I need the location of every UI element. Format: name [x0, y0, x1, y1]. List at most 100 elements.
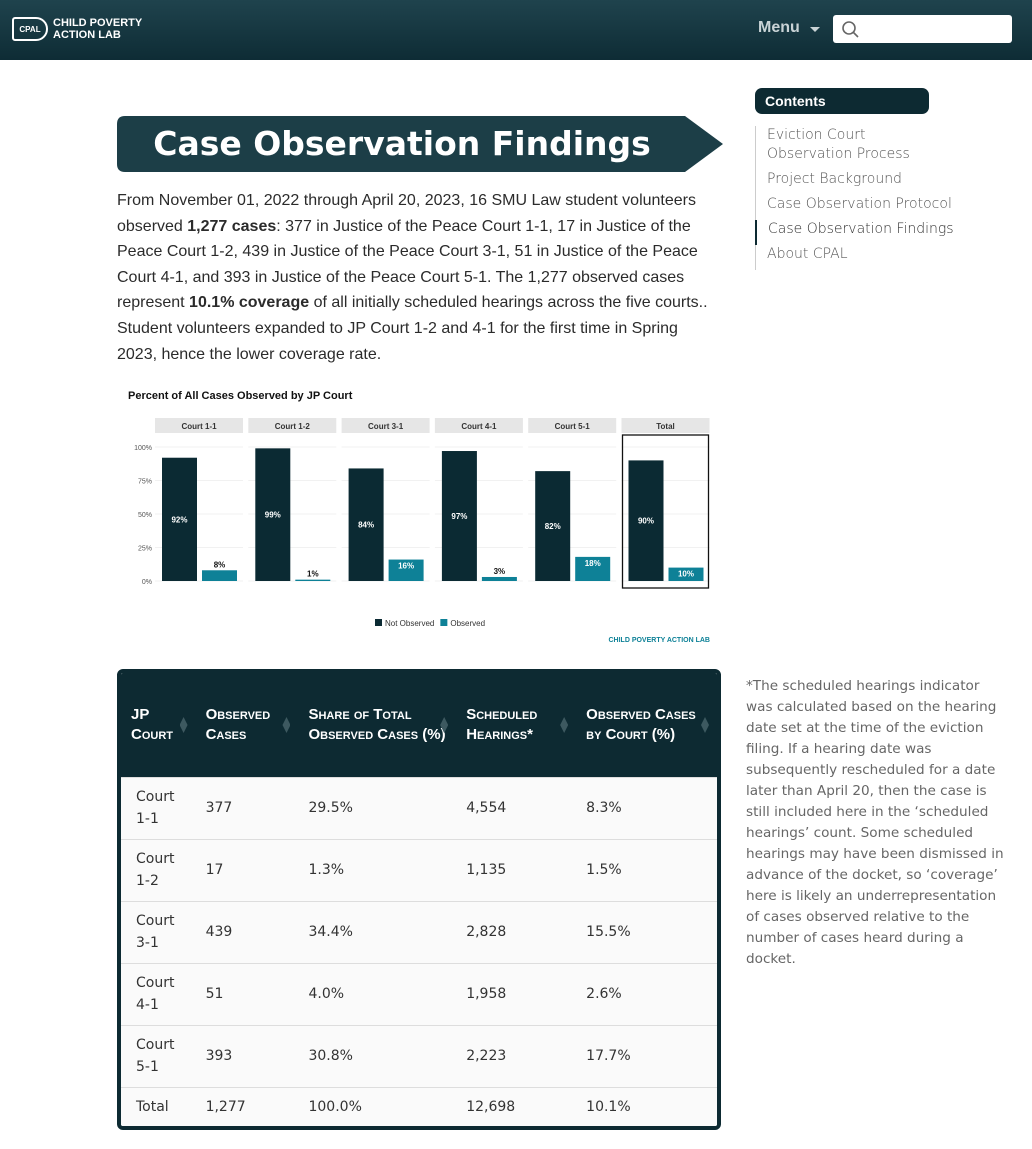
column-header[interactable]: Observed Cases [195, 673, 299, 777]
chart: Percent of All Cases Observed by JP Cour… [128, 390, 710, 644]
y-tick-label: 50% [138, 512, 152, 519]
value-label: 10% [678, 570, 694, 579]
text: of all initially scheduled hearings acro… [117, 294, 708, 363]
bar [348, 468, 384, 581]
search-box[interactable] [833, 15, 1012, 43]
bar [535, 471, 571, 581]
top-bar: CPAL CHILD POVERTY ACTION LAB Menu [0, 0, 1032, 60]
contents-item[interactable]: About CPAL [767, 246, 848, 262]
table-cell: 15.5% [576, 900, 717, 963]
value-label: 1% [307, 570, 319, 579]
table-cell: 2,828 [456, 900, 577, 963]
highlight-box [621, 434, 710, 589]
table-cell: 1,135 [456, 838, 577, 901]
bar [628, 460, 664, 581]
bar [255, 448, 291, 581]
text: From November 01, 2022 through April 20,… [117, 192, 696, 235]
note: *The scheduled hearings indicator was ca… [746, 678, 1004, 967]
value-label: 92% [171, 515, 187, 524]
bar [202, 570, 237, 581]
value-label: 82% [545, 522, 561, 531]
table-cell: 2.6% [576, 962, 717, 1025]
brand[interactable]: CHILD POVERTY ACTION LAB [53, 17, 143, 41]
menu[interactable]: Menu [758, 19, 800, 36]
column-header[interactable]: Share of Total Observed Cases (%) [298, 673, 457, 777]
bar [441, 451, 477, 581]
y-tick-label: 100% [134, 445, 152, 452]
heading-banner: Case Observation Findings [117, 116, 723, 172]
legend-swatch [375, 619, 382, 626]
facet-strip [341, 418, 430, 433]
table-cell: 17 [195, 838, 299, 901]
facet-label: Court 3-1 [368, 422, 404, 431]
contents-item[interactable]: Case Observation Findings [755, 220, 955, 245]
value-label: 18% [585, 559, 601, 568]
table-cell: Court 4-1 [121, 962, 196, 1025]
facet-label: Court 1-2 [275, 422, 311, 431]
table-cell: Court 5-1 [121, 1024, 196, 1087]
value-label: 16% [398, 562, 414, 571]
table-cell: 30.8% [298, 1024, 457, 1087]
bar [295, 579, 331, 581]
table-row: Court 4-1 51 4.0% 1,958 2.6% [121, 962, 717, 1025]
contents-item[interactable]: Project Background [767, 171, 902, 187]
table: JP Court Observed Cases Share of Total Obs… [121, 673, 717, 1126]
table-cell: Court 1-2 [121, 838, 196, 901]
table-cell: 17.7% [576, 1024, 717, 1087]
facet-strip [528, 418, 617, 433]
legend-swatch [440, 619, 448, 626]
contents-item[interactable]: Eviction Court Observation Process [767, 127, 910, 162]
table-cell: Court 1-1 [121, 776, 196, 839]
contents: Contents Eviction Court Observation Proc… [755, 88, 955, 270]
table-row: Court 3-1 439 34.4% 2,828 15.5% [121, 900, 717, 963]
column-header[interactable]: JP Court [121, 673, 196, 777]
facet-strip [155, 418, 243, 433]
y-tick-label: 75% [138, 479, 152, 486]
bar [388, 559, 424, 581]
value-label: 84% [358, 521, 374, 530]
value-label: 90% [638, 517, 654, 526]
table-cell: Total [121, 1086, 196, 1126]
column-header[interactable]: Scheduled Hearings* [456, 673, 577, 777]
table-cell: 29.5% [298, 776, 457, 839]
table-cell: 100.0% [298, 1086, 457, 1126]
heading: Case Observation Findings [153, 124, 651, 163]
menu-caret[interactable] [810, 27, 820, 37]
table-row: Court 5-1 393 30.8% 2,223 17.7% [121, 1024, 717, 1087]
y-tick-label: 0% [142, 579, 152, 586]
facet-label: Total [656, 422, 675, 431]
value-label: 8% [214, 560, 226, 569]
table-row: Court 1-2 17 1.3% 1,135 1.5% [121, 838, 717, 901]
chart-title: Percent of All Cases Observed by JP Cour… [128, 390, 353, 402]
table-cell: 2,223 [456, 1024, 577, 1087]
bold-text: 10.1% coverage [189, 294, 310, 312]
contents-item[interactable]: Case Observation Protocol [767, 196, 952, 212]
bold-text: 1,277 cases [187, 217, 277, 235]
column-header[interactable]: Observed Cases by Court (%) [576, 673, 717, 777]
bar [575, 556, 611, 581]
facet-label: Court 4-1 [461, 422, 497, 431]
table-cell: 34.4% [298, 900, 457, 963]
facet-label: Court 1-1 [181, 422, 217, 431]
table-cell: 1.5% [576, 838, 717, 901]
table-row: Total 1,277 100.0% 12,698 10.1% [121, 1086, 717, 1126]
legend-label: Observed [450, 619, 485, 628]
chart-credit: CHILD POVERTY ACTION LAB [608, 637, 710, 644]
value-label: 99% [265, 511, 281, 520]
table-cell: 1,958 [456, 962, 577, 1025]
banner-shape [117, 116, 723, 172]
contents-list: Eviction Court Observation Process Projec… [755, 126, 955, 270]
table-cell: 51 [195, 962, 299, 1025]
logo[interactable]: CPAL [12, 17, 48, 41]
table-cell: 10.1% [576, 1086, 717, 1126]
table-cell: 12,698 [456, 1086, 577, 1126]
table-frame: JP Court Observed Cases Share of Total Obs… [117, 669, 721, 1130]
table-cell: 377 [195, 776, 299, 839]
table-cell: 4,554 [456, 776, 577, 839]
table-cell: Court 3-1 [121, 900, 196, 963]
bar [481, 576, 517, 581]
intro-paragraph: From November 01, 2022 through April 20,… [117, 188, 717, 367]
legend-label: Not Observed [385, 619, 434, 628]
table-cell: 8.3% [576, 776, 717, 839]
